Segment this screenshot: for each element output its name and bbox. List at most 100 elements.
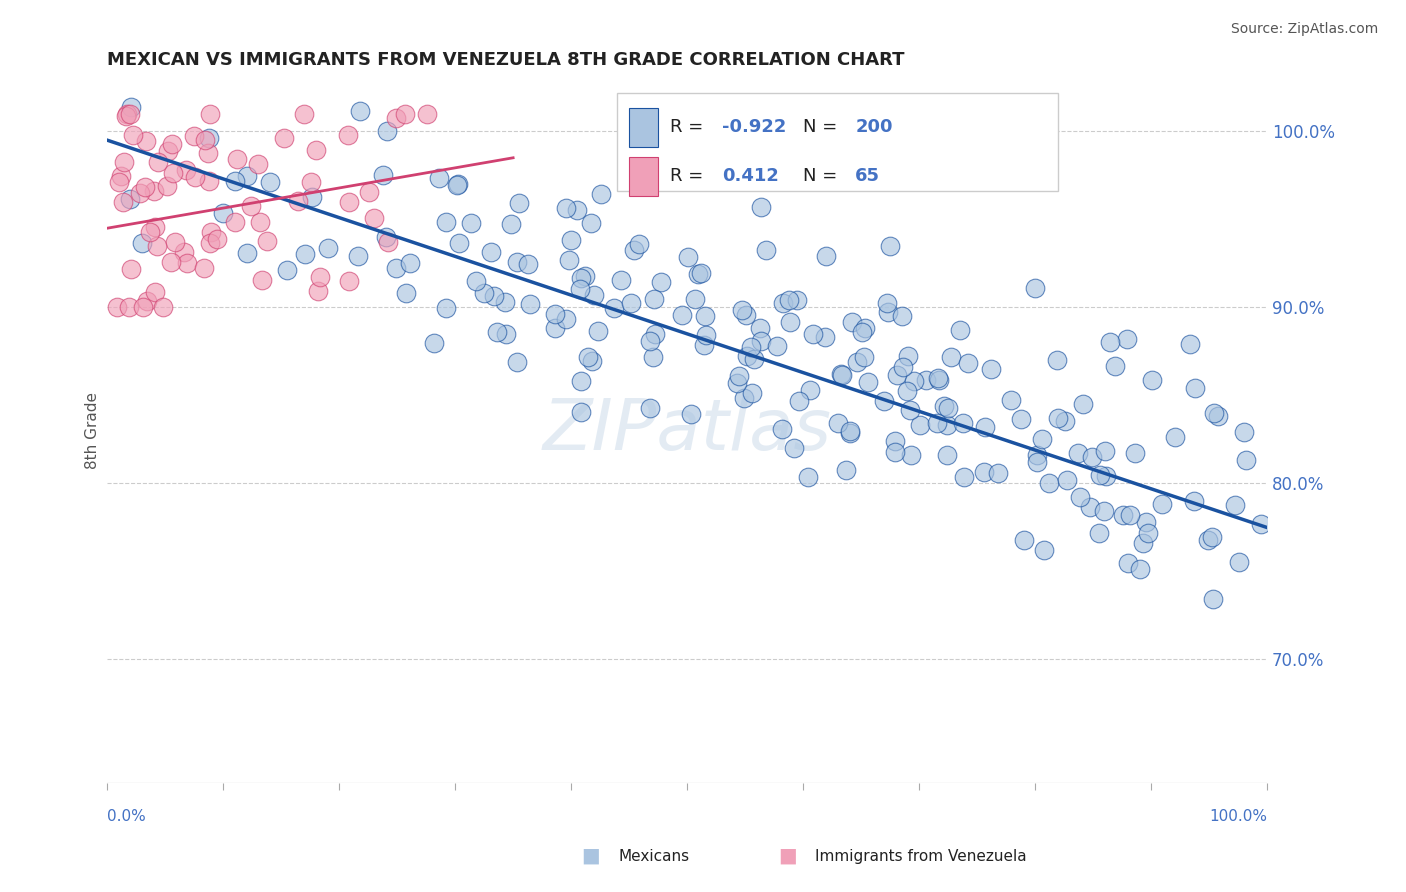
Point	[485, 325, 508, 339]
Point	[1206, 409, 1229, 423]
Point	[212, 206, 235, 220]
Point	[494, 295, 516, 310]
Point	[783, 442, 806, 456]
Point	[579, 216, 602, 230]
Point	[1071, 396, 1094, 410]
Point	[641, 350, 664, 364]
Point	[1054, 414, 1077, 428]
Point	[650, 275, 672, 289]
Point	[337, 194, 360, 209]
Point	[176, 256, 198, 270]
Point	[1135, 515, 1157, 529]
Point	[915, 373, 938, 387]
Point	[1197, 533, 1219, 547]
Point	[582, 288, 605, 302]
Point	[129, 186, 152, 201]
Point	[1104, 359, 1126, 373]
Point	[883, 445, 905, 459]
Point	[956, 356, 979, 370]
Point	[749, 334, 772, 348]
Point	[846, 354, 869, 368]
Point	[415, 107, 437, 121]
Point	[1136, 525, 1159, 540]
Point	[398, 256, 420, 270]
Point	[174, 162, 197, 177]
Point	[741, 386, 763, 401]
Point	[194, 132, 217, 146]
Point	[198, 130, 221, 145]
Point	[558, 252, 581, 267]
Point	[1078, 500, 1101, 514]
Point	[831, 368, 853, 383]
Point	[1164, 430, 1187, 444]
Point	[287, 194, 309, 208]
Point	[834, 463, 856, 477]
Point	[737, 349, 759, 363]
Text: -0.922: -0.922	[721, 118, 786, 136]
Point	[131, 236, 153, 251]
Text: MEXICAN VS IMMIGRANTS FROM VENEZUELA 8TH GRADE CORRELATION CHART: MEXICAN VS IMMIGRANTS FROM VENEZUELA 8TH…	[107, 51, 904, 69]
Point	[952, 416, 974, 430]
Text: R =: R =	[669, 168, 714, 186]
Point	[465, 274, 488, 288]
Point	[973, 465, 995, 479]
Point	[506, 254, 529, 268]
Point	[434, 301, 457, 316]
Point	[112, 155, 135, 169]
Point	[159, 254, 181, 268]
Point	[953, 469, 976, 483]
Point	[1067, 446, 1090, 460]
Point	[446, 178, 468, 192]
Point	[939, 350, 962, 364]
Point	[256, 235, 278, 249]
Point	[766, 339, 789, 353]
Point	[143, 285, 166, 300]
Point	[157, 145, 180, 159]
Point	[112, 194, 135, 209]
Point	[603, 301, 626, 315]
Point	[259, 175, 281, 189]
Point	[373, 168, 395, 182]
Point	[1092, 504, 1115, 518]
Point	[949, 323, 972, 337]
Point	[105, 301, 128, 315]
Point	[246, 157, 269, 171]
Point	[134, 180, 156, 194]
Point	[938, 401, 960, 415]
Point	[1233, 425, 1256, 440]
Point	[932, 399, 955, 413]
Text: ZIPatlas: ZIPatlas	[543, 396, 831, 465]
Point	[136, 294, 159, 309]
Text: 65: 65	[855, 168, 880, 186]
Point	[555, 202, 578, 216]
Point	[395, 285, 418, 300]
Point	[1223, 498, 1246, 512]
Point	[1250, 516, 1272, 531]
Point	[235, 246, 257, 260]
Point	[555, 312, 578, 326]
Point	[986, 466, 1008, 480]
Bar	[628, 157, 658, 196]
Point	[778, 293, 800, 307]
Point	[591, 186, 613, 201]
Point	[779, 315, 801, 329]
Point	[120, 107, 142, 121]
Point	[877, 305, 900, 319]
Point	[927, 370, 949, 384]
Point	[695, 328, 717, 343]
Point	[1099, 334, 1122, 349]
Point	[117, 107, 139, 121]
Point	[146, 238, 169, 252]
Point	[198, 174, 221, 188]
Point	[337, 274, 360, 288]
Point	[165, 235, 187, 249]
Text: N =: N =	[803, 118, 844, 136]
Point	[569, 405, 592, 419]
Point	[183, 128, 205, 143]
Point	[683, 292, 706, 306]
Point	[273, 131, 295, 145]
Point	[1116, 557, 1139, 571]
Point	[349, 103, 371, 118]
Point	[447, 177, 470, 191]
Point	[565, 203, 588, 218]
